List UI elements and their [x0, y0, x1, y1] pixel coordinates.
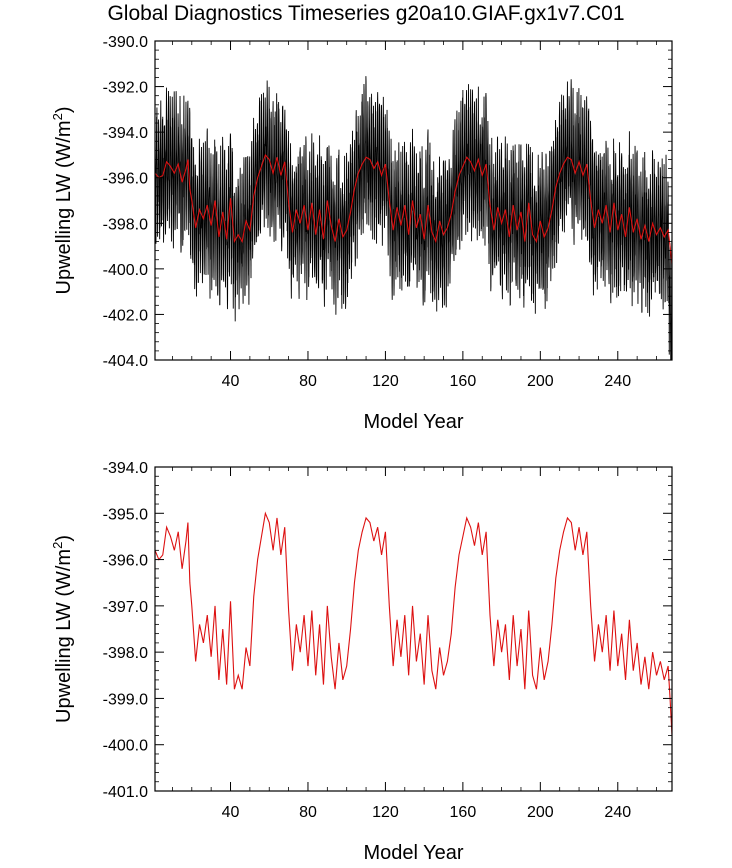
x-tick-label: 80: [299, 373, 317, 390]
y-axis-label: Upwelling LW (W/m2): [50, 535, 75, 723]
annual-series-line: [155, 511, 672, 736]
bottom-plot: 40 80 120 160 200 240 -401.0 -400.0 -399.0 -398.0…: [50, 460, 673, 864]
y-tick-label: -394.0: [103, 460, 148, 477]
y-tick-label: -390.0: [103, 34, 148, 51]
y-tick-label: -404.0: [103, 353, 148, 370]
x-axis-label: Model Year: [363, 411, 463, 433]
plot-frame: [154, 466, 673, 792]
y-tick-label: -401.0: [103, 784, 148, 801]
x-tick-label: 40: [222, 373, 240, 390]
y-tick-label: -400.0: [103, 738, 148, 755]
y-tick-label: -400.0: [103, 262, 148, 279]
y-axis-label: Upwelling LW (W/m2): [50, 107, 75, 295]
x-tick-label: 240: [604, 804, 631, 821]
x-tick-label: 120: [372, 373, 399, 390]
x-tick-label: 80: [299, 804, 317, 821]
x-tick-label: 40: [222, 804, 240, 821]
y-tick-label: -392.0: [103, 80, 148, 97]
plot-frame: [154, 40, 673, 361]
y-tick-label: -398.0: [103, 645, 148, 662]
x-tick-label: 160: [450, 804, 477, 821]
y-tick-label: -398.0: [103, 216, 148, 233]
monthly-series-line: [155, 76, 672, 360]
y-tick-label: -399.0: [103, 691, 148, 708]
y-tick-label: -402.0: [103, 307, 148, 324]
x-tick-label: 240: [604, 373, 631, 390]
chart-title: Global Diagnostics Timeseries g20a10.GIA…: [107, 2, 625, 25]
y-tick-label: -396.0: [103, 171, 148, 188]
x-tick-label: 120: [372, 804, 399, 821]
annual-series-line: [155, 153, 672, 265]
y-tick-label: -397.0: [103, 599, 148, 616]
x-tick-label: 160: [450, 373, 477, 390]
top-plot: 40 80 120 160 200 240 -404.0 -402.0 -400.0 -398.0…: [50, 34, 673, 433]
y-tick-label: -395.0: [103, 506, 148, 523]
x-tick-label: 200: [527, 804, 554, 821]
x-tick-label: 200: [527, 373, 554, 390]
x-axis-label: Model Year: [363, 842, 463, 864]
y-tick-label: -396.0: [103, 553, 148, 570]
y-tick-label: -394.0: [103, 125, 148, 142]
